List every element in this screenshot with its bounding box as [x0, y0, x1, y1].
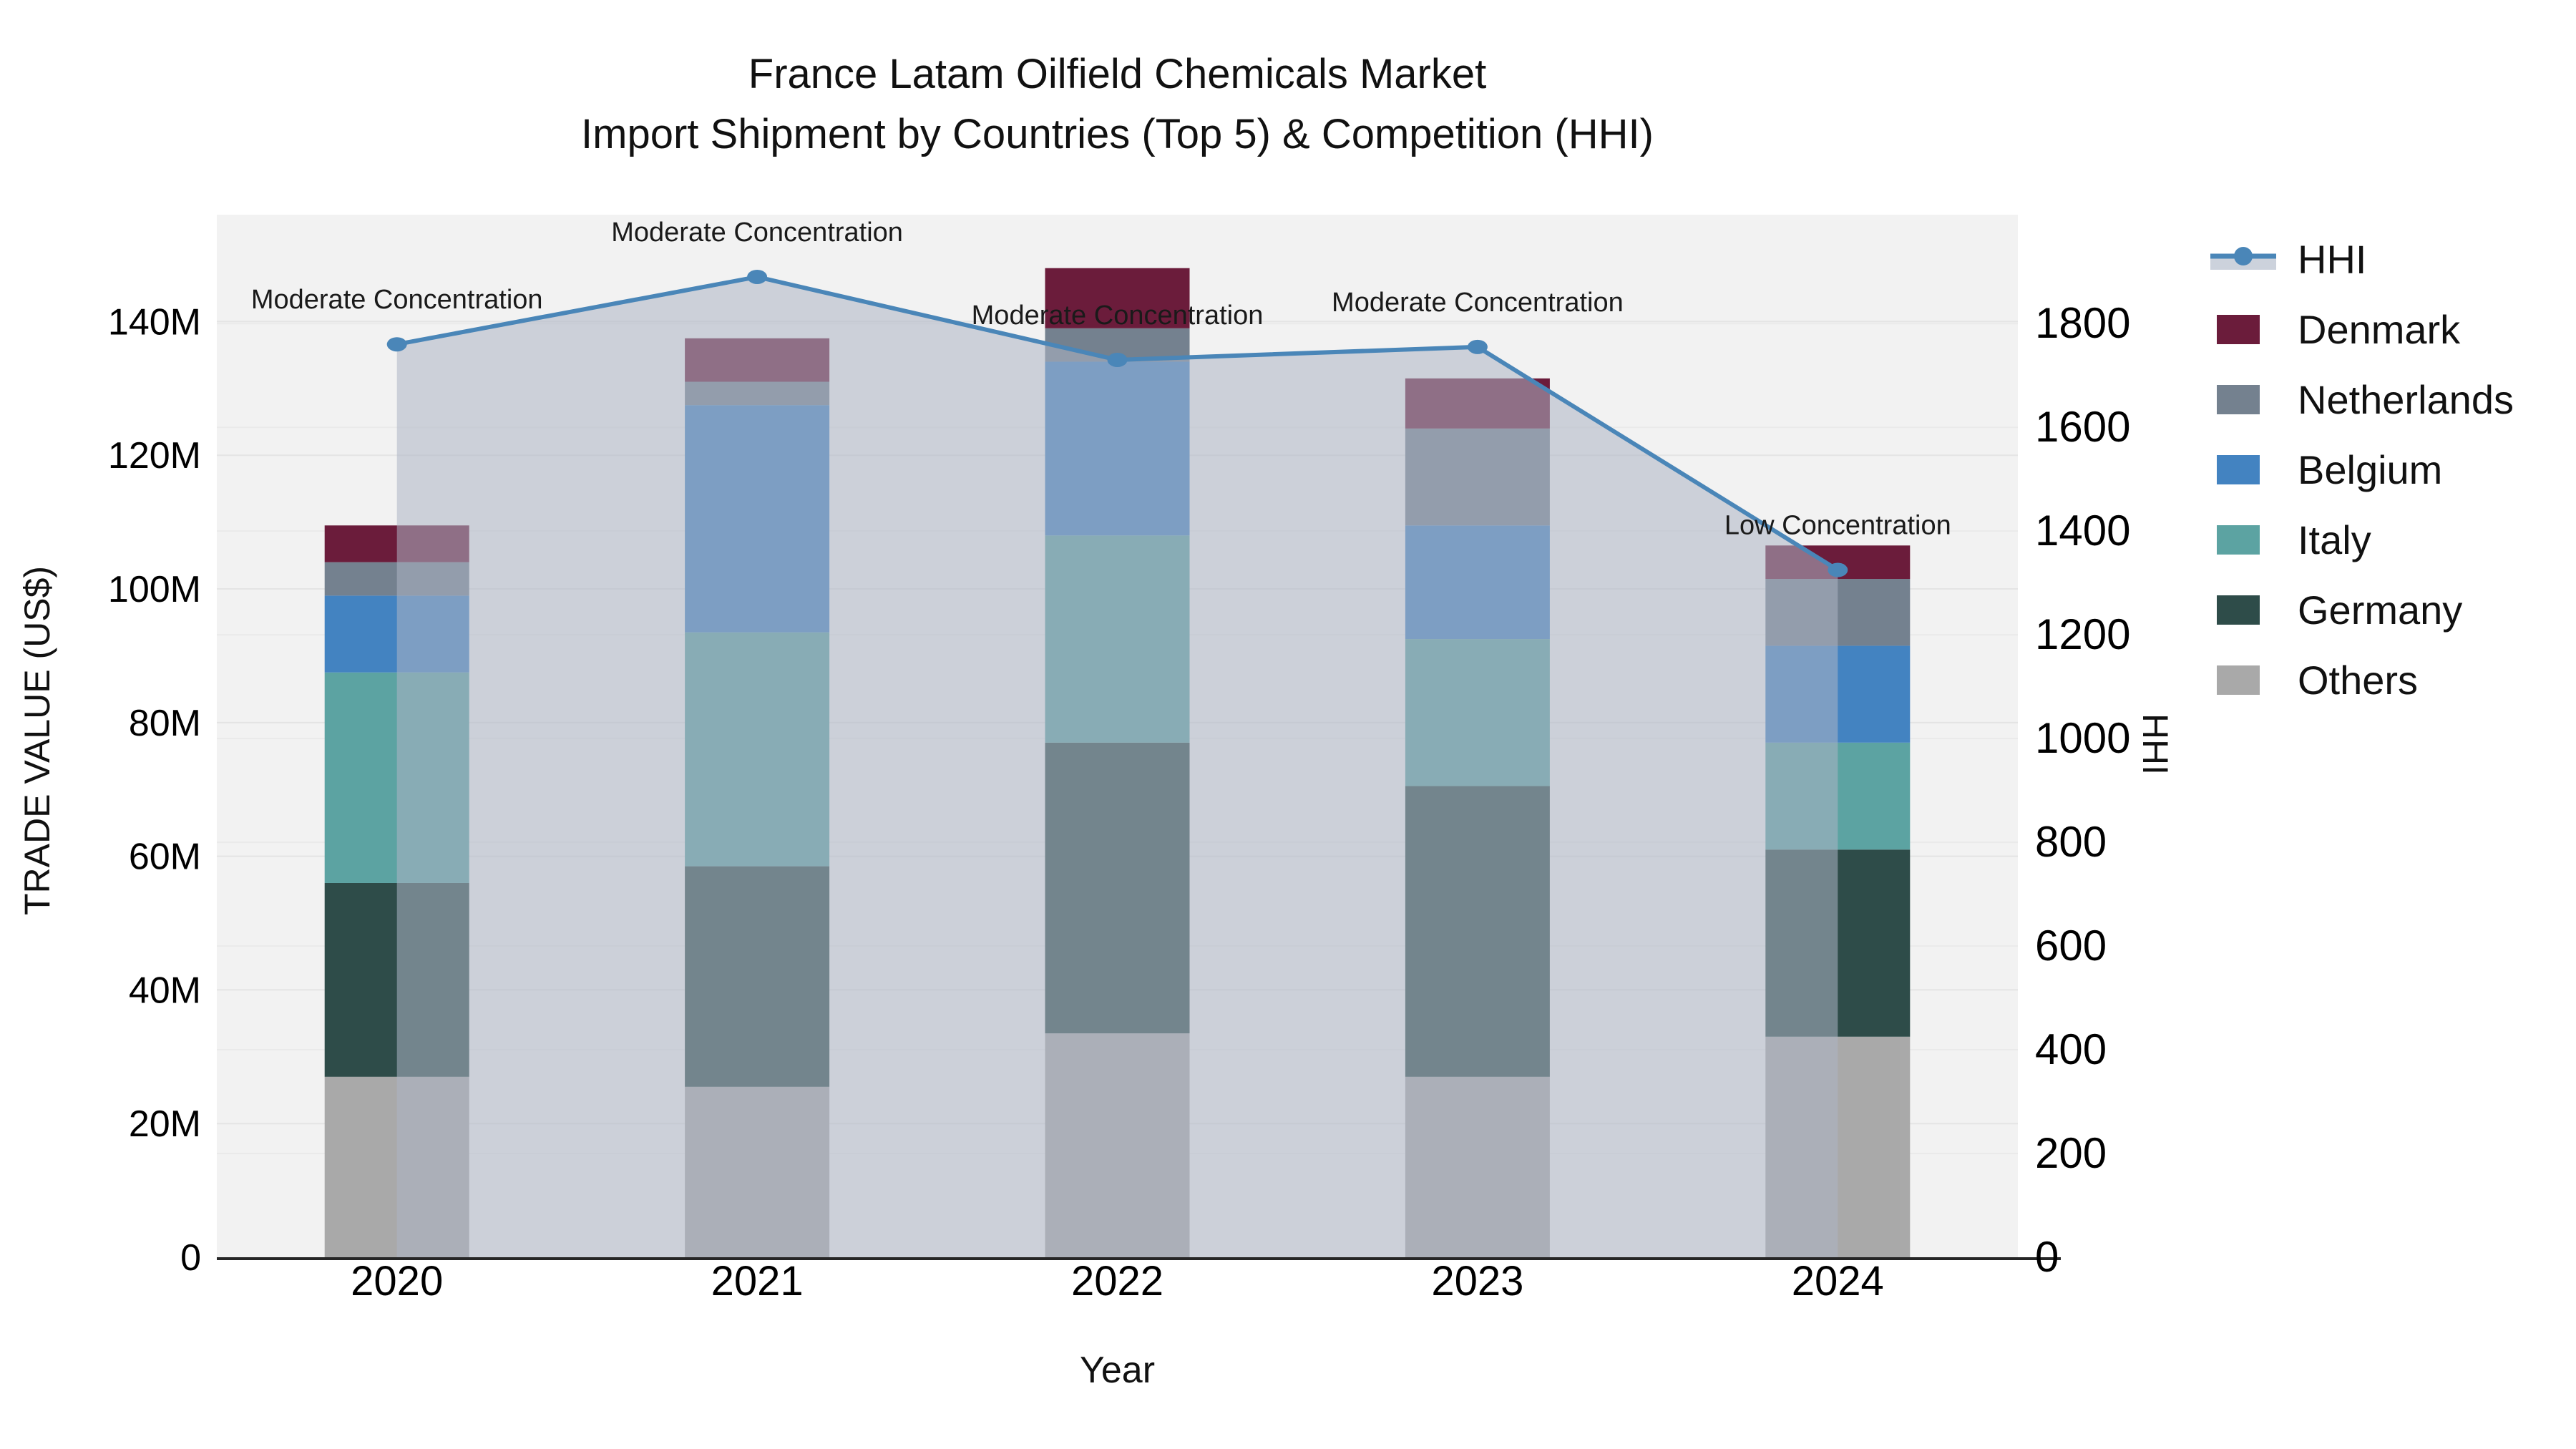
- color-swatch-icon: [2207, 594, 2279, 626]
- legend-label-germany: Germany: [2298, 587, 2463, 633]
- color-swatch-icon: [2207, 524, 2279, 556]
- right-axis-label: HHI: [2135, 713, 2175, 776]
- swatch-germany: [2217, 595, 2260, 625]
- x-tick-2021: 2021: [711, 1258, 804, 1304]
- legend: HHI Denmark Netherlands Belgium Italy Germany…: [2207, 237, 2514, 703]
- hhi-marker-2024: [1828, 562, 1848, 577]
- right-tick-1000: 1000: [2035, 714, 2130, 762]
- legend-label-denmark: Denmark: [2298, 307, 2461, 352]
- hhi-marker-2022: [1107, 352, 1128, 367]
- legend-label-hhi: HHI: [2298, 237, 2367, 282]
- swatch-belgium: [2217, 455, 2260, 484]
- chart-title-line1: France Latam Oilfield Chemicals Market: [748, 51, 1487, 97]
- color-swatch-icon: [2207, 454, 2279, 486]
- bar-segment-2022-denmark: [1045, 268, 1190, 328]
- chart-title: France Latam Oilfield Chemicals Market I…: [217, 44, 2018, 165]
- right-tick-400: 400: [2035, 1025, 2107, 1073]
- annotation-2022: Moderate Concentration: [972, 301, 1264, 331]
- x-tick-2023: 2023: [1431, 1258, 1523, 1304]
- annotation-2024: Low Concentration: [1724, 511, 1951, 541]
- left-axis-label: TRADE VALUE (US$): [17, 565, 57, 916]
- left-tick-120M: 120M: [108, 435, 201, 477]
- color-swatch-icon: [2207, 664, 2279, 696]
- left-tick-140M: 140M: [108, 301, 201, 343]
- annotation-2021: Moderate Concentration: [611, 218, 903, 248]
- right-tick-600: 600: [2035, 922, 2107, 970]
- swatch-italy: [2217, 525, 2260, 555]
- right-tick-1400: 1400: [2035, 507, 2130, 555]
- left-tick-100M: 100M: [108, 569, 201, 610]
- swatch-netherlands: [2217, 385, 2260, 414]
- annotation-2023: Moderate Concentration: [1332, 288, 1624, 318]
- legend-item-denmark: Denmark: [2207, 307, 2514, 352]
- x-tick-2024: 2024: [1792, 1258, 1884, 1304]
- legend-label-netherlands: Netherlands: [2298, 377, 2514, 422]
- right-tick-1200: 1200: [2035, 610, 2130, 658]
- legend-label-italy: Italy: [2298, 517, 2371, 562]
- left-tick-20M: 20M: [129, 1103, 201, 1145]
- left-tick-0: 0: [180, 1237, 201, 1279]
- hhi-marker-2020: [386, 337, 407, 352]
- swatch-others: [2217, 665, 2260, 695]
- color-swatch-icon: [2207, 313, 2279, 346]
- annotation-2020: Moderate Concentration: [251, 285, 543, 315]
- hhi-area-fill: [396, 276, 1838, 1257]
- right-tick-1800: 1800: [2035, 299, 2130, 347]
- x-tick-2022: 2022: [1071, 1258, 1163, 1304]
- legend-item-others: Others: [2207, 658, 2514, 703]
- chart-title-line2: Import Shipment by Countries (Top 5) & C…: [581, 111, 1654, 157]
- x-axis-label: Year: [1079, 1350, 1156, 1391]
- right-tick-1600: 1600: [2035, 403, 2130, 451]
- right-tick-0: 0: [2035, 1233, 2059, 1281]
- x-tick-2020: 2020: [351, 1258, 443, 1304]
- hhi-marker-2021: [747, 269, 768, 284]
- legend-item-hhi: HHI: [2207, 237, 2514, 282]
- hhi-marker-2023: [1467, 339, 1488, 354]
- swatch-denmark: [2217, 315, 2260, 344]
- legend-label-others: Others: [2298, 658, 2419, 703]
- legend-item-italy: Italy: [2207, 517, 2514, 562]
- color-swatch-icon: [2207, 384, 2279, 416]
- left-tick-80M: 80M: [129, 703, 201, 744]
- right-tick-200: 200: [2035, 1129, 2107, 1177]
- legend-label-belgium: Belgium: [2298, 447, 2443, 492]
- right-tick-800: 800: [2035, 818, 2107, 866]
- hhi-line-swatch-icon: [2207, 243, 2279, 275]
- legend-item-netherlands: Netherlands: [2207, 377, 2514, 422]
- legend-item-germany: Germany: [2207, 587, 2514, 633]
- left-tick-40M: 40M: [129, 970, 201, 1011]
- legend-item-belgium: Belgium: [2207, 447, 2514, 492]
- left-tick-60M: 60M: [129, 836, 201, 878]
